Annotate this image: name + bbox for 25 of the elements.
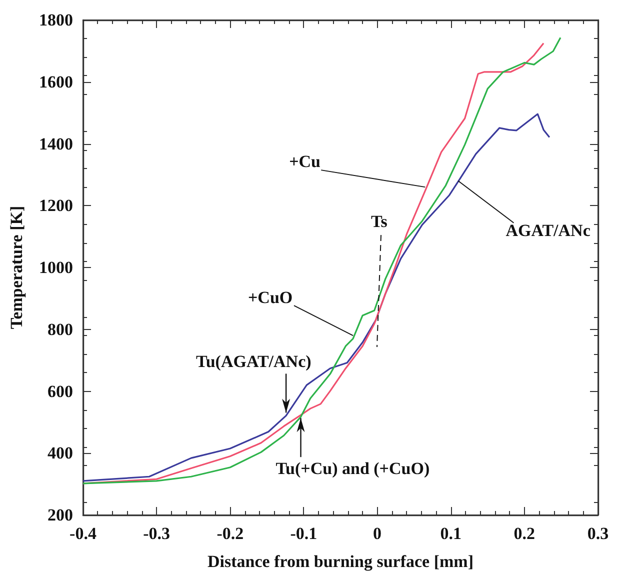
y-tick-label: 600 (48, 382, 73, 401)
y-tick-label: 1400 (39, 134, 73, 154)
annotation: Ts (371, 212, 388, 232)
annotation: +CuO (248, 288, 293, 308)
annotation: +Cu (289, 152, 321, 172)
y-tick-label: 1000 (39, 258, 73, 277)
annotation: AGAT/ANc (506, 220, 590, 241)
x-tick-label: 0.1 (440, 524, 462, 543)
x-tick-label: -0.3 (143, 524, 170, 543)
y-tick-label: 1800 (39, 10, 73, 30)
x-tick-label: -0.2 (216, 524, 244, 543)
annotation: Tu(AGAT/ANc) (196, 352, 312, 372)
x-tick-label: 0.3 (587, 524, 609, 543)
annotation: Tu(+Cu) and (+CuO) (276, 459, 430, 480)
x-axis-title: Distance from burning surface [mm] (208, 552, 474, 571)
x-tick-label: -0.1 (290, 524, 318, 543)
y-tick-label: 800 (48, 320, 73, 339)
x-tick-label: -0.4 (70, 524, 97, 543)
x-tick-label: 0.2 (514, 524, 536, 543)
y-tick-label: 200 (48, 506, 73, 524)
y-tick-label: 400 (48, 444, 73, 463)
x-tick-label: 0 (373, 524, 382, 543)
y-axis-title: Temperature [K] (7, 206, 26, 330)
y-tick-label: 1200 (39, 196, 73, 216)
y-tick-label: 1600 (39, 72, 73, 92)
